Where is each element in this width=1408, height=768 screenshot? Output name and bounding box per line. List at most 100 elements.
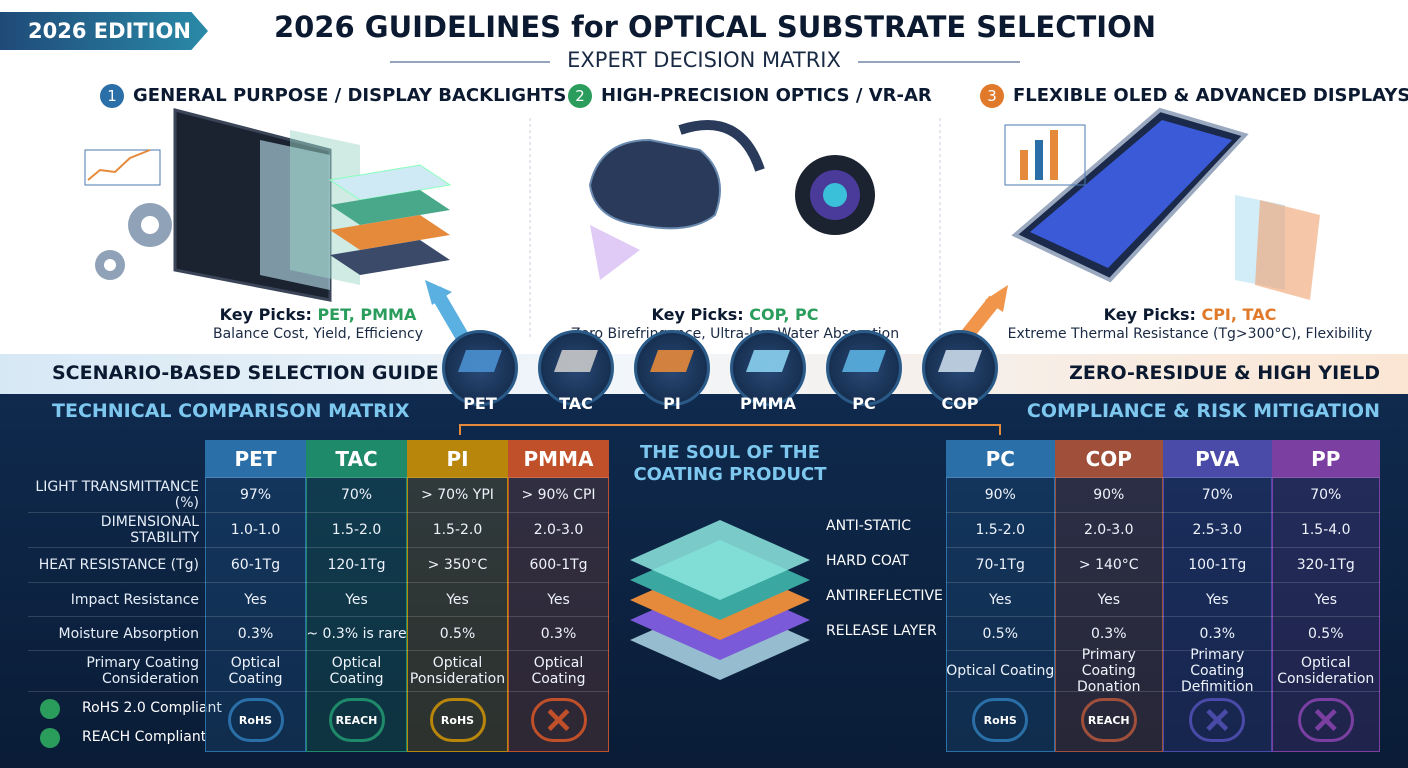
table-cell: 1.5-2.0 xyxy=(946,513,1055,548)
compliance-badge: RoHS xyxy=(227,698,284,742)
banner-left: SCENARIO-BASED SELECTION GUIDE xyxy=(52,362,439,384)
material-label: PMMA xyxy=(740,394,796,413)
compliance-badge: RoHS xyxy=(972,698,1029,742)
layer-stack xyxy=(630,520,810,680)
picks: PET, PMMA xyxy=(317,305,417,324)
column-header: PMMA xyxy=(508,440,609,478)
table-cell: 70% xyxy=(306,478,407,513)
table-cell: 70% xyxy=(1271,478,1380,513)
material-label: PC xyxy=(852,394,876,413)
x-mark xyxy=(1206,709,1229,731)
table-cell: 97% xyxy=(205,478,306,513)
x-mark xyxy=(547,709,570,731)
picks-label: Key Picks: xyxy=(1103,305,1202,324)
table-cell: Primary Coating Defimition xyxy=(1163,647,1272,695)
row-label: Impact Resistance xyxy=(28,583,205,617)
table-cell: 2.0-3.0 xyxy=(508,513,609,548)
core-title: THE SOUL OF THE COATING PRODUCT xyxy=(633,442,827,485)
scenario-title: HIGH-PRECISION OPTICS / VR-AR xyxy=(601,85,932,106)
table-cell: 2.0-3.0 xyxy=(1054,513,1163,548)
table-cell: 320-1Tg xyxy=(1271,548,1380,583)
table-cell: 0.5% xyxy=(407,617,508,651)
table-cell: 1.5-2.0 xyxy=(306,513,407,548)
layer-label: RELEASE LAYER xyxy=(826,623,937,639)
column-header: PET xyxy=(205,440,306,478)
compliance-badge: REACH xyxy=(328,698,385,742)
layer-label: ANTIREFLECTIVE xyxy=(826,588,943,604)
table-cell: Optical Consideration xyxy=(1271,651,1380,692)
column-body xyxy=(306,440,407,752)
compliance-badge xyxy=(1297,698,1354,742)
table-cell: 600-1Tg xyxy=(508,548,609,583)
material-label: PI xyxy=(663,394,681,413)
vr-illustration xyxy=(588,120,875,280)
arrow-head xyxy=(425,280,452,305)
table-cell: Yes xyxy=(205,583,306,617)
column-header: TAC xyxy=(306,440,407,478)
layer-label: ANTI-STATIC xyxy=(826,518,912,534)
table-cell: 1.5-2.0 xyxy=(407,513,508,548)
table-cell: 1.5-4.0 xyxy=(1271,513,1380,548)
table-cell: 0.3% xyxy=(1054,617,1163,651)
table-cell: 2.5-3.0 xyxy=(1163,513,1272,548)
table-cell: 70% xyxy=(1163,478,1272,513)
table-cell: 120-1Tg xyxy=(306,548,407,583)
table-cell: 90% xyxy=(1054,478,1163,513)
check-icon xyxy=(40,699,60,719)
table-cell: Yes xyxy=(306,583,407,617)
table-cell: 0.3% xyxy=(205,617,306,651)
table-cell: > 70% YPI xyxy=(407,478,508,513)
scenario-note: Balance Cost, Yield, Efficiency xyxy=(213,326,423,342)
row-label: DIMENSIONAL STABILITY xyxy=(28,513,205,548)
compliance-label: REACH Compliant xyxy=(82,729,207,745)
connector xyxy=(459,424,1001,435)
arrow-head xyxy=(985,285,1008,312)
material-label: PET xyxy=(463,394,497,413)
x-mark xyxy=(1314,709,1337,731)
table-cell: 60-1Tg xyxy=(205,548,306,583)
key-picks: Key Picks: COP, PC xyxy=(485,305,985,324)
material-label: COP xyxy=(941,394,979,413)
scenario-number: 1 xyxy=(100,84,124,108)
table-cell: Optical Coating xyxy=(205,651,306,692)
table-cell: Yes xyxy=(1271,583,1380,617)
table-cell: 1.0-1.0 xyxy=(205,513,306,548)
scenario-note: Extreme Thermal Resistance (Tg>300°C), F… xyxy=(1007,326,1373,342)
column-header: PI xyxy=(407,440,508,478)
layer-label: HARD COAT xyxy=(826,553,909,569)
key-picks: Key Picks: PET, PMMA xyxy=(68,305,568,324)
title: 2026 GUIDELINES for OPTICAL SUBSTRATE SE… xyxy=(273,10,1157,44)
scenario-title: GENERAL PURPOSE / DISPLAY BACKLIGHTS xyxy=(133,85,567,106)
banner-right: ZERO-RESIDUE & HIGH YIELD xyxy=(1069,362,1380,384)
compliance-title: COMPLIANCE & RISK MITIGATION xyxy=(1026,400,1380,422)
table-cell: 0.3% xyxy=(1163,617,1272,651)
table-cell: > 90% CPI xyxy=(508,478,609,513)
table-cell: Yes xyxy=(1054,583,1163,617)
picks-label: Key Picks: xyxy=(219,305,318,324)
picks: CPI, TAC xyxy=(1201,305,1277,324)
row-label: Primary Coating Consideration xyxy=(28,651,205,692)
table-cell: Optical Coating xyxy=(306,651,407,692)
table-cell: 0.3% xyxy=(508,617,609,651)
table-cell: Primary Coating Donation xyxy=(1054,647,1163,695)
table-cell: Optical Coating xyxy=(946,651,1055,692)
table-cell: Optical Ponsideration xyxy=(407,651,508,692)
row-label: HEAT RESISTANCE (Tg) xyxy=(28,548,205,583)
table-cell: 90% xyxy=(946,478,1055,513)
material-label: TAC xyxy=(559,394,593,413)
edition-badge: 2026 EDITION xyxy=(0,12,208,50)
column-header: PVA xyxy=(1163,440,1272,478)
scenario-number: 2 xyxy=(568,84,592,108)
matrix-title: TECHNICAL COMPARISON MATRIX xyxy=(52,400,410,422)
table-cell: > 350°C xyxy=(407,548,508,583)
scenario-title: FLEXIBLE OLED & ADVANCED DISPLAYS xyxy=(1013,85,1408,106)
table-cell: 0.5% xyxy=(1271,617,1380,651)
compliance-badge xyxy=(1189,698,1246,742)
table-cell: Yes xyxy=(946,583,1055,617)
picks-label: Key Picks: xyxy=(651,305,750,324)
compliance-badge xyxy=(530,698,587,742)
compliance-badge: RoHS xyxy=(429,698,486,742)
table-cell: ~ 0.3% is rare xyxy=(306,617,407,651)
monitor-illustration xyxy=(84,108,452,302)
table-cell: Yes xyxy=(407,583,508,617)
